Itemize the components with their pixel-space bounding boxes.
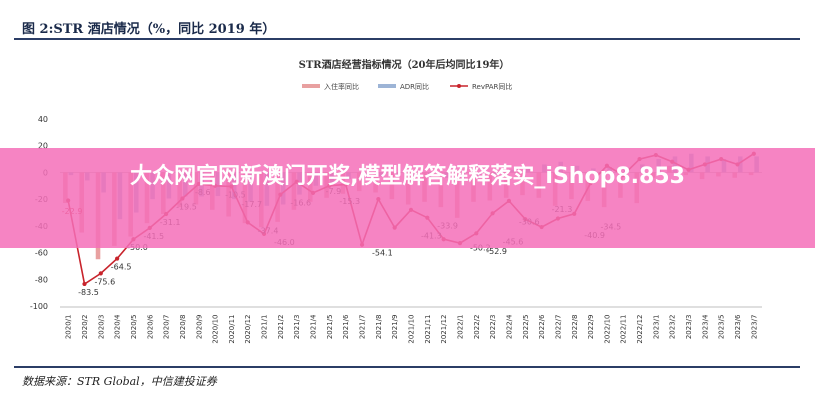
x-tick-label: 2022/2 <box>473 315 481 340</box>
x-tick-label: 2021/11 <box>424 315 432 344</box>
y-tick-label: -80 <box>35 275 48 284</box>
x-tick-label: 2021/7 <box>359 315 367 340</box>
x-tick-label: 2020/12 <box>244 315 252 344</box>
x-tick-label: 2023/6 <box>734 314 742 339</box>
data-label: -52.9 <box>486 247 507 256</box>
legend-label: 入住率同比 <box>324 82 359 91</box>
x-tick-label: 2020/10 <box>212 315 220 344</box>
x-tick-label: 2022/9 <box>587 315 595 340</box>
x-tick-label: 2022/3 <box>489 315 497 340</box>
legend-label: ADR同比 <box>400 82 429 91</box>
x-tick-label: 2020/5 <box>130 315 138 340</box>
chart-title: STR酒店经营指标情况（20年后均同比19年） <box>299 58 510 71</box>
x-tick-label: 2022/11 <box>620 315 628 344</box>
source-note: 数据来源：STR Global，中信建投证券 <box>22 375 217 388</box>
x-tick-label: 2021/5 <box>326 315 334 340</box>
x-tick-label: 2020/1 <box>65 315 73 340</box>
x-tick-label: 2022/4 <box>505 314 513 339</box>
x-tick-label: 2022/6 <box>538 314 546 339</box>
data-label: -75.6 <box>94 277 115 286</box>
x-tick-label: 2021/4 <box>310 314 318 339</box>
x-tick-label: 2023/2 <box>669 315 677 340</box>
x-tick-label: 2023/4 <box>701 314 709 339</box>
x-tick-label: 2020/4 <box>114 314 122 339</box>
x-tick-label: 2023/7 <box>750 315 758 340</box>
x-tick-label: 2021/10 <box>408 315 416 344</box>
x-tick-label: 2022/7 <box>554 315 562 340</box>
x-tick-label: 2021/8 <box>375 315 383 340</box>
legend-swatch <box>378 84 396 88</box>
x-tick-label: 2020/11 <box>228 315 236 344</box>
x-tick-label: 2022/8 <box>571 315 579 340</box>
footer-rule <box>14 366 800 368</box>
data-label: -83.5 <box>78 288 99 297</box>
x-tick-label: 2020/6 <box>146 314 154 339</box>
legend-label: RevPAR同比 <box>472 82 512 91</box>
revpar-point <box>115 256 120 261</box>
x-tick-label: 2023/5 <box>718 315 726 340</box>
y-tick-label: -100 <box>30 302 48 311</box>
x-tick-label: 2020/2 <box>81 315 89 340</box>
y-tick-label: 20 <box>38 142 48 151</box>
overlay-banner-text: 大众网官网新澳门开奖,模型解答解释落实_iShop8.853 <box>130 164 685 189</box>
x-tick-label: 2021/9 <box>391 315 399 340</box>
x-tick-label: 2022/12 <box>636 315 644 344</box>
x-tick-label: 2020/8 <box>179 315 187 340</box>
x-tick-label: 2021/1 <box>261 315 269 340</box>
x-tick-label: 2023/3 <box>685 315 693 340</box>
x-tick-label: 2022/1 <box>456 315 464 340</box>
x-tick-label: 2021/6 <box>342 314 350 339</box>
x-tick-label: 2021/3 <box>293 315 301 340</box>
x-tick-label: 2022/10 <box>603 315 611 344</box>
x-tick-label: 2022/5 <box>522 315 530 340</box>
revpar-point <box>98 271 103 276</box>
y-tick-label: -60 <box>35 249 48 258</box>
revpar-point <box>82 281 87 287</box>
x-tick-label: 2021/12 <box>440 315 448 344</box>
x-tick-label: 2020/3 <box>97 315 105 340</box>
x-tick-label: 2020/9 <box>195 315 203 340</box>
data-label: -54.1 <box>372 249 393 258</box>
overlay-banner <box>0 148 815 248</box>
legend-marker-revpar <box>457 84 461 88</box>
x-tick-label: 2021/2 <box>277 315 285 340</box>
data-label: -64.5 <box>111 263 132 272</box>
header-rule <box>14 38 800 40</box>
x-tick-label: 2020/7 <box>163 315 171 340</box>
figure-header: 图 2:STR 酒店情况（%，同比 2019 年） <box>22 22 276 37</box>
x-tick-label: 2023/1 <box>652 315 660 340</box>
legend-swatch <box>302 84 320 88</box>
chart-legend: 入住率同比 ADR同比 RevPAR同比 <box>302 82 512 91</box>
y-tick-label: 40 <box>38 115 48 124</box>
